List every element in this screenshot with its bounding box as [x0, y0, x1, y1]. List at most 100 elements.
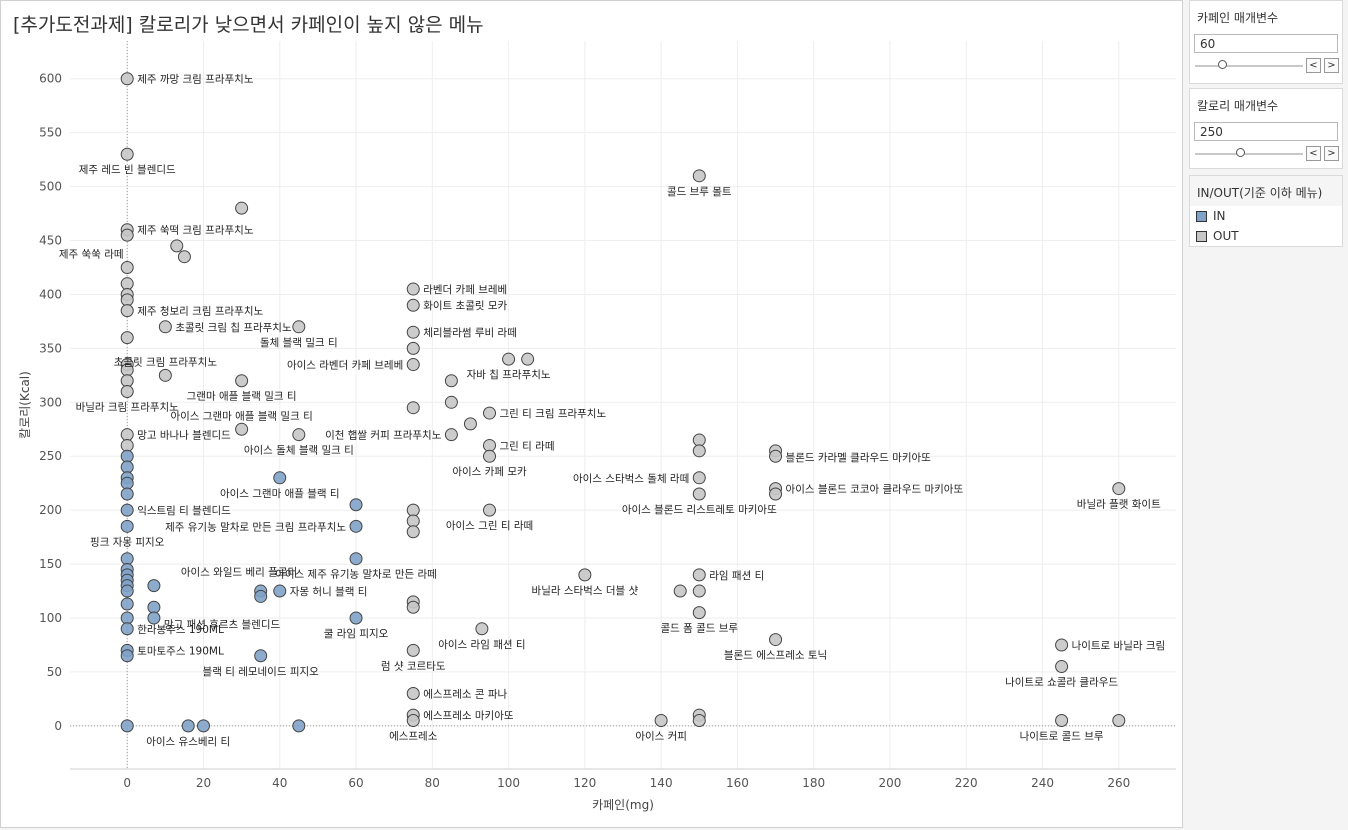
data-point[interactable] [406, 341, 420, 355]
data-point[interactable] [692, 169, 706, 183]
data-point[interactable] [692, 471, 706, 485]
data-point[interactable] [181, 719, 195, 733]
caffeine-prev-button[interactable]: < [1306, 58, 1321, 73]
data-point[interactable] [273, 471, 287, 485]
caffeine-slider-track[interactable] [1195, 65, 1303, 67]
data-point[interactable] [692, 487, 706, 501]
data-point[interactable] [349, 519, 363, 533]
data-point[interactable] [120, 519, 134, 533]
data-point[interactable] [120, 460, 134, 474]
data-point[interactable] [475, 622, 489, 636]
data-point[interactable] [1055, 713, 1069, 727]
caffeine-slider-thumb[interactable] [1217, 60, 1227, 69]
data-point[interactable] [120, 293, 134, 307]
data-point[interactable] [692, 606, 706, 620]
data-point[interactable] [120, 611, 134, 625]
data-point[interactable] [120, 438, 134, 452]
data-point[interactable] [120, 552, 134, 566]
data-point[interactable] [1055, 638, 1069, 652]
calorie-parameter-input[interactable] [1194, 122, 1338, 141]
data-point[interactable] [158, 320, 172, 334]
data-point[interactable] [692, 568, 706, 582]
data-point[interactable] [406, 643, 420, 657]
data-point[interactable] [120, 622, 134, 636]
data-point[interactable] [483, 438, 497, 452]
data-point[interactable] [120, 385, 134, 399]
data-point[interactable] [120, 228, 134, 242]
data-point[interactable] [406, 298, 420, 312]
data-point[interactable] [673, 584, 687, 598]
data-point[interactable] [502, 352, 516, 366]
data-point[interactable] [692, 584, 706, 598]
data-point[interactable] [120, 476, 134, 490]
data-point[interactable] [578, 568, 592, 582]
data-point[interactable] [349, 498, 363, 512]
data-point[interactable] [120, 503, 134, 517]
data-point[interactable] [406, 358, 420, 372]
data-point[interactable] [444, 374, 458, 388]
data-point[interactable] [120, 260, 134, 274]
data-point[interactable] [120, 649, 134, 663]
data-point[interactable] [158, 368, 172, 382]
data-point[interactable] [254, 589, 268, 603]
data-point[interactable] [235, 201, 249, 215]
data-point[interactable] [120, 374, 134, 388]
data-point[interactable] [1112, 482, 1126, 496]
data-point[interactable] [120, 147, 134, 161]
data-point[interactable] [769, 487, 783, 501]
data-point[interactable] [120, 449, 134, 463]
data-point[interactable] [692, 444, 706, 458]
caffeine-next-button[interactable]: > [1324, 58, 1339, 73]
calorie-next-button[interactable]: > [1324, 146, 1339, 161]
data-point[interactable] [120, 428, 134, 442]
data-point[interactable] [692, 433, 706, 447]
data-point[interactable] [254, 649, 268, 663]
data-point[interactable] [120, 487, 134, 501]
data-point[interactable] [406, 514, 420, 528]
data-point[interactable] [147, 579, 161, 593]
data-point[interactable] [483, 449, 497, 463]
data-point[interactable] [406, 282, 420, 296]
data-point[interactable] [292, 428, 306, 442]
data-point[interactable] [273, 584, 287, 598]
data-point[interactable] [692, 713, 706, 727]
data-point[interactable] [120, 597, 134, 611]
data-point[interactable] [120, 72, 134, 86]
data-point[interactable] [406, 503, 420, 517]
data-point[interactable] [147, 611, 161, 625]
data-point[interactable] [769, 633, 783, 647]
data-point[interactable] [196, 719, 210, 733]
data-point[interactable] [406, 401, 420, 415]
data-point[interactable] [406, 600, 420, 614]
calorie-slider-track[interactable] [1195, 153, 1303, 155]
data-point[interactable] [292, 719, 306, 733]
calorie-slider-thumb[interactable] [1235, 148, 1245, 157]
data-point[interactable] [147, 600, 161, 614]
data-point[interactable] [406, 687, 420, 701]
data-point[interactable] [235, 422, 249, 436]
data-point[interactable] [170, 239, 184, 253]
data-point[interactable] [1055, 660, 1069, 674]
calorie-prev-button[interactable]: < [1306, 146, 1321, 161]
data-point[interactable] [235, 374, 249, 388]
data-point[interactable] [120, 277, 134, 291]
data-point[interactable] [292, 320, 306, 334]
data-point[interactable] [177, 250, 191, 264]
data-point[interactable] [406, 525, 420, 539]
data-point[interactable] [483, 406, 497, 420]
data-point[interactable] [120, 584, 134, 598]
data-point[interactable] [120, 719, 134, 733]
data-point[interactable] [483, 503, 497, 517]
scatter-plot[interactable]: 0 20 40 60 80 100 120 140 160 180 200 220 240 260 0 50 1… [1, 1, 1182, 827]
data-point[interactable] [120, 304, 134, 318]
data-point[interactable] [406, 325, 420, 339]
data-point[interactable] [120, 331, 134, 345]
data-point[interactable] [521, 352, 535, 366]
data-point[interactable] [1112, 713, 1126, 727]
data-point[interactable] [349, 552, 363, 566]
data-point[interactable] [463, 417, 477, 431]
data-point[interactable] [769, 449, 783, 463]
data-point[interactable] [406, 713, 420, 727]
data-point[interactable] [349, 611, 363, 625]
data-point[interactable] [444, 428, 458, 442]
